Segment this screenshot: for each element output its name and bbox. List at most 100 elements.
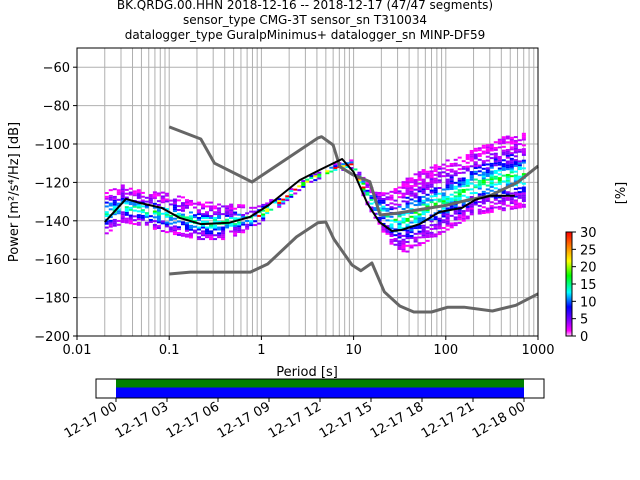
density-cell: [409, 221, 414, 224]
density-cell: [241, 229, 246, 232]
density-cell: [124, 219, 129, 222]
density-cell: [269, 199, 274, 202]
density-cell: [405, 189, 410, 192]
density-cell: [509, 205, 514, 208]
density-cell: [213, 224, 218, 227]
density-cell: [441, 230, 446, 233]
density-cell: [413, 244, 418, 247]
density-cell: [237, 231, 242, 234]
density-cell: [429, 183, 434, 186]
density-cell: [497, 202, 502, 205]
density-cell: [485, 171, 490, 174]
density-cell: [513, 174, 518, 177]
density-cell: [425, 209, 430, 212]
density-cell: [441, 198, 446, 201]
density-cell: [361, 180, 366, 183]
density-cell: [120, 220, 125, 223]
density-cell: [437, 165, 442, 168]
density-cell: [389, 190, 394, 193]
density-cell: [144, 215, 149, 218]
density-cell: [437, 231, 442, 234]
density-cell: [469, 207, 474, 210]
density-cell: [425, 239, 430, 242]
density-cell: [369, 191, 374, 194]
density-cell: [441, 219, 446, 222]
density-cell: [188, 215, 193, 218]
density-cell: [213, 226, 218, 229]
density-cell: [481, 198, 486, 201]
density-cell: [465, 205, 470, 208]
density-cell: [417, 230, 422, 233]
density-cell: [441, 163, 446, 166]
density-cell: [217, 220, 222, 223]
density-cell: [489, 162, 494, 165]
density-cell: [409, 234, 414, 237]
density-cell: [489, 183, 494, 186]
density-cell: [469, 192, 474, 195]
density-cell: [445, 169, 450, 172]
density-cell: [369, 202, 374, 205]
density-cell: [485, 155, 490, 158]
density-cell: [489, 207, 494, 210]
density-cell: [453, 218, 458, 221]
density-cell: [225, 205, 230, 208]
density-cell: [453, 174, 458, 177]
density-cell: [401, 217, 406, 220]
density-cell: [517, 143, 522, 146]
density-cell: [156, 203, 161, 206]
density-cell: [192, 214, 197, 217]
density-cell: [405, 223, 410, 226]
density-cell: [144, 214, 149, 217]
density-cell: [205, 234, 210, 237]
density-cell: [257, 222, 262, 225]
density-cell: [441, 211, 446, 214]
density-cell: [485, 199, 490, 202]
density-cell: [505, 198, 510, 201]
density-cell: [421, 186, 426, 189]
density-cell: [172, 210, 177, 213]
density-cell: [233, 228, 238, 231]
density-cell: [497, 138, 502, 141]
density-cell: [441, 196, 446, 199]
density-cell: [509, 163, 514, 166]
density-cell: [485, 207, 490, 210]
density-cell: [429, 191, 434, 194]
density-cell: [197, 201, 202, 204]
density-cell: [481, 144, 486, 147]
density-cell: [277, 200, 282, 203]
density-cell: [128, 214, 133, 217]
density-cell: [437, 198, 442, 201]
density-cell: [433, 195, 438, 198]
density-cell: [140, 211, 145, 214]
density-cell: [233, 213, 238, 216]
density-cell: [184, 216, 189, 219]
density-cell: [513, 161, 518, 164]
density-cell: [108, 225, 113, 228]
density-cell: [445, 213, 450, 216]
density-cell: [333, 166, 338, 169]
density-cell: [144, 212, 149, 215]
density-cell: [128, 203, 133, 206]
density-cell: [205, 215, 210, 218]
density-cell: [377, 195, 382, 198]
density-cell: [381, 201, 386, 204]
density-cell: [457, 191, 462, 194]
density-cell: [401, 200, 406, 203]
density-cell: [132, 205, 137, 208]
density-cell: [421, 190, 426, 193]
density-cell: [180, 215, 185, 218]
density-cell: [405, 202, 410, 205]
density-cell: [501, 149, 506, 152]
density-cell: [124, 196, 129, 199]
density-cell: [393, 218, 398, 221]
density-cell: [517, 162, 522, 165]
x-ticks: 0.01 0.1 1 10 100 1000: [63, 336, 555, 358]
density-cell: [197, 211, 202, 214]
density-cell: [197, 238, 202, 241]
density-cell: [152, 195, 157, 198]
density-cell: [389, 227, 394, 230]
density-cell: [108, 223, 113, 226]
density-cell: [429, 181, 434, 184]
density-cell: [421, 230, 426, 233]
density-cell: [477, 154, 482, 157]
